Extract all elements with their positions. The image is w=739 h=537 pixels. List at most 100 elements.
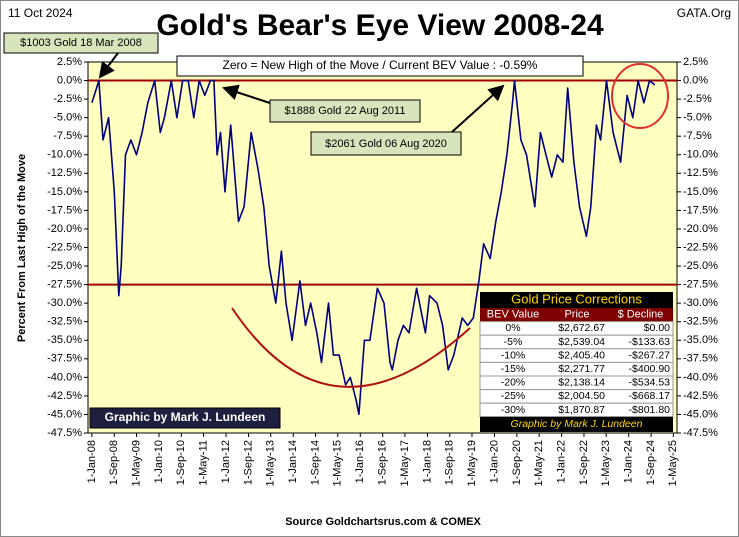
table-cell: 0%: [505, 322, 520, 334]
x-tick-label: 1-Jan-22: [556, 440, 568, 483]
corrections-table: Gold Price Corrections BEV Value Price $ De…: [479, 291, 674, 432]
y-tick-label: -22.5%: [47, 241, 82, 253]
x-tick-label: 1-May-25: [667, 440, 679, 486]
x-tick-label: 1-Jan-18: [421, 440, 433, 483]
x-tick-label: 1-May-21: [533, 440, 545, 486]
chart-title: Gold's Bear's Eye View 2008-24: [156, 9, 604, 42]
x-tick-label: 1-Sep-20: [511, 440, 523, 485]
y2-tick-label: -25.0%: [683, 260, 718, 272]
y-tick-label: -15.0%: [47, 186, 82, 198]
table-cell: -30%: [501, 404, 526, 416]
y2-tick-label: -10.0%: [683, 149, 718, 161]
table-cell: $2,271.77: [558, 363, 605, 375]
table-cell: $1,870.87: [558, 404, 605, 416]
y-tick-label: -47.5%: [47, 427, 82, 439]
y2-tick-label: -37.5%: [683, 353, 718, 365]
y2-tick-label: -30.0%: [683, 297, 718, 309]
x-tick-label: 1-May-09: [130, 440, 142, 486]
y2-tick-label: -7.5%: [683, 130, 712, 142]
y-tick-label: 2.5%: [57, 56, 82, 68]
x-tick-label: 1-May-23: [600, 440, 612, 486]
table-cell: -25%: [501, 390, 526, 402]
y2-tick-label: -22.5%: [683, 241, 718, 253]
x-tick-label: 1-Sep-12: [242, 440, 254, 485]
x-tick-label: 1-May-13: [265, 440, 277, 486]
table-cell: -$668.17: [629, 390, 671, 402]
annotation: $2061 Gold 06 Aug 2020: [325, 138, 447, 150]
y2-tick-label: -2.5%: [683, 93, 712, 105]
x-tick-label: 1-Jan-16: [354, 440, 366, 483]
table-cell: $2,539.04: [558, 336, 605, 348]
table-footer-bg: [480, 416, 673, 432]
y-tick-label: -5.0%: [53, 112, 82, 124]
table-header: $ Decline: [618, 309, 664, 321]
x-tick-label: 1-May-17: [399, 440, 411, 486]
x-tick-label: 1-Sep-24: [645, 440, 657, 485]
y2-tick-label: -15.0%: [683, 186, 718, 198]
y-tick-label: -25.0%: [47, 260, 82, 272]
x-axis-label: Source Goldchartsrus.com & COMEX: [285, 516, 481, 528]
y-tick-label: -27.5%: [47, 279, 82, 291]
y2-tick-label: -12.5%: [683, 167, 718, 179]
source-site: GATA.Org: [677, 6, 731, 20]
y-tick-label: -12.5%: [47, 167, 82, 179]
y2-tick-label: 2.5%: [683, 56, 708, 68]
table-cell: -$534.53: [629, 377, 671, 389]
y2-tick-label: -35.0%: [683, 334, 718, 346]
table-header: BEV Value: [487, 309, 539, 321]
y2-tick-label: -17.5%: [683, 204, 718, 216]
y-tick-label: -32.5%: [47, 316, 82, 328]
y-tick-label: -42.5%: [47, 390, 82, 402]
y-tick-label: -30.0%: [47, 297, 82, 309]
table-cell: $2,138.14: [558, 377, 605, 389]
highlight-circle: [611, 63, 669, 129]
x-tick-label: 1-Jan-10: [153, 440, 165, 483]
y2-tick-label: 0.0%: [683, 74, 708, 86]
arrow: [222, 84, 271, 104]
table-footer: Graphic by Mark J. Lundeen: [511, 418, 643, 430]
y-tick-label: -7.5%: [53, 130, 82, 142]
table-title-bg: [480, 292, 673, 308]
y2-tick-label: -5.0%: [683, 112, 712, 124]
x-tick-label: 1-Jan-24: [623, 440, 635, 483]
x-tick-label: 1-May-11: [197, 440, 209, 486]
y-tick-label: -17.5%: [47, 204, 82, 216]
arrow: [451, 84, 505, 133]
y-tick-label: -35.0%: [47, 334, 82, 346]
annotation-box: [310, 131, 462, 156]
x-tick-label: 1-Sep-22: [578, 440, 590, 485]
y-tick-label: -40.0%: [47, 371, 82, 383]
y2-tick-label: -42.5%: [683, 390, 718, 402]
arrow: [98, 52, 119, 79]
table-cell: -$267.27: [629, 349, 671, 361]
y-tick-label: -2.5%: [53, 93, 82, 105]
y2-tick-label: -45.0%: [683, 408, 718, 420]
table-cell: $0.00: [644, 322, 670, 334]
y-tick-label: -20.0%: [47, 223, 82, 235]
table-title: Gold Price Corrections: [511, 291, 642, 306]
table-cell: -$133.63: [629, 336, 671, 348]
annotation-box: [176, 55, 584, 77]
table-cell: -$801.80: [629, 404, 671, 416]
credit: Graphic by Mark J. Lundeen: [105, 410, 266, 424]
x-tick-label: 1-Sep-16: [377, 440, 389, 485]
y2-tick-label: -40.0%: [683, 371, 718, 383]
table-cell: $2,405.40: [558, 349, 605, 361]
x-tick-label: 1-Sep-08: [108, 440, 120, 485]
table-cell: -5%: [504, 336, 523, 348]
table-cell: -10%: [501, 349, 526, 361]
table-cell: $2,004.50: [558, 390, 605, 402]
table-cell: -15%: [501, 363, 526, 375]
table-cell: -$400.90: [629, 363, 671, 375]
annotation: $1003 Gold 18 Mar 2008: [20, 37, 142, 49]
trend-curve: [231, 307, 471, 388]
table-header: Price: [564, 309, 589, 321]
y2-tick-label: -32.5%: [683, 316, 718, 328]
x-tick-label: 1-Jan-14: [287, 440, 299, 483]
y-axis-label: Percent From Last High of the Move: [16, 154, 28, 342]
y2-tick-label: -20.0%: [683, 223, 718, 235]
x-tick-label: 1-Jan-20: [488, 440, 500, 483]
y2-tick-label: -47.5%: [683, 427, 718, 439]
